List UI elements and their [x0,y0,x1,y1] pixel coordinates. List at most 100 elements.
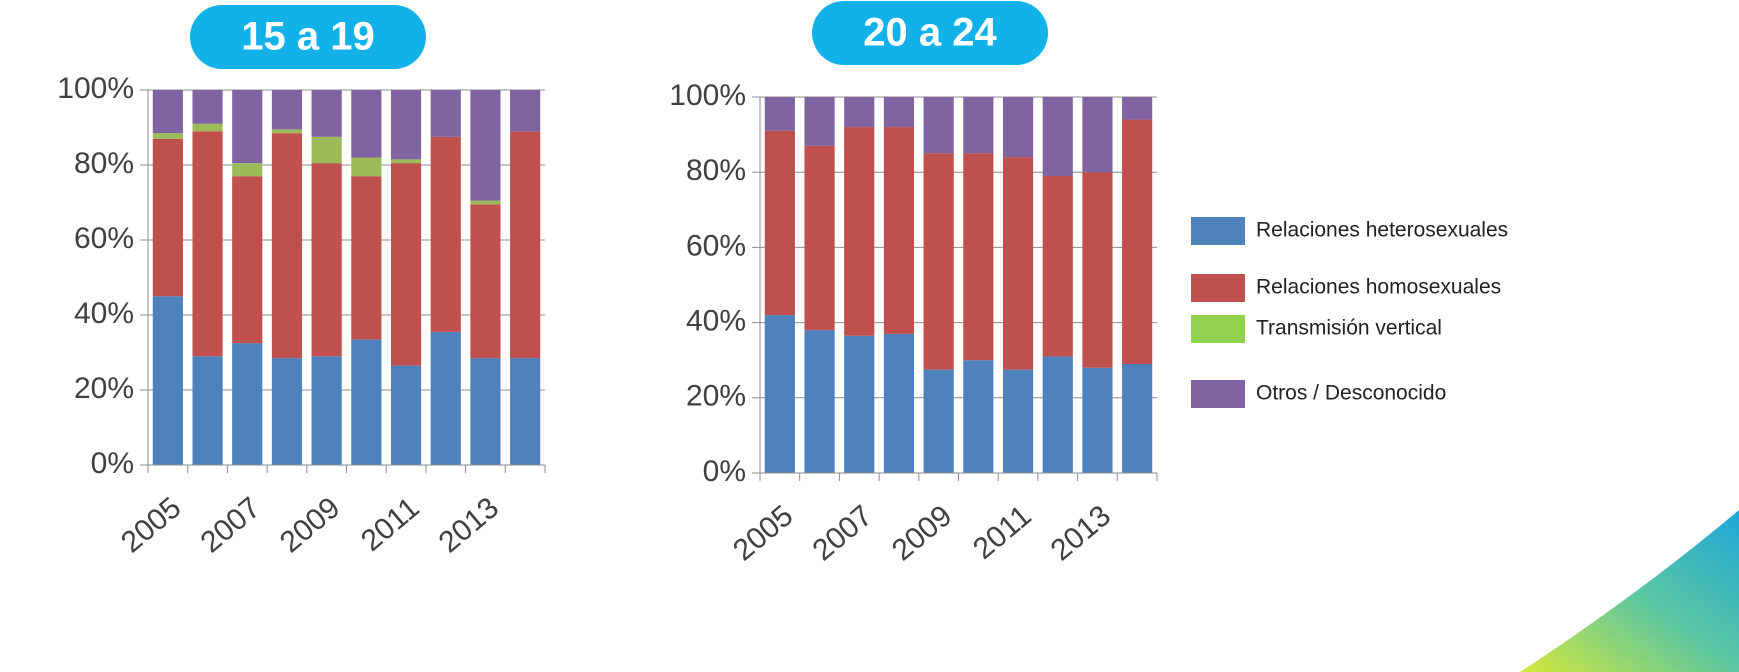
y-tick-label: 0% [703,455,746,488]
bar-segment [1002,369,1034,473]
legend-label: Relaciones heterosexuales [1256,219,1508,242]
bar-segment [470,90,501,201]
y-tick-label: 40% [686,305,746,338]
bar-segment [923,369,954,473]
bar-segment [390,90,422,160]
x-tick-label: 2011 [355,491,426,558]
bar-segment [1002,97,1034,158]
bar-segment [232,163,263,177]
legend-swatch [1191,274,1245,302]
bar-segment [271,358,303,465]
bar-segment [470,204,501,359]
bar-segment [470,200,501,205]
legend-label: Relaciones homosexuales [1256,276,1501,299]
y-tick-label: 100% [57,72,134,105]
y-tick-label: 20% [74,372,134,405]
bar-segment [152,133,183,139]
legend-swatch [1191,380,1245,408]
x-tick-label: 2009 [886,499,958,567]
bar-segment [510,90,541,132]
bar-segment [351,157,382,177]
bar-segment [510,358,541,465]
title-pill [190,5,426,69]
chart-title: 20 a 24 [863,11,997,55]
bar-segment [764,315,795,473]
bar-segment [883,333,915,473]
bar-segment [1042,97,1073,176]
y-tick-label: 60% [686,229,746,262]
bar-segment [311,136,342,164]
bar-segment [430,136,461,332]
bar-segment [844,97,875,128]
y-tick-label: 0% [91,447,134,480]
x-tick-label: 2005 [115,491,187,559]
chart-title: 15 a 19 [241,15,374,59]
bar-segment [390,159,422,164]
bar-segment [311,356,342,465]
bar-segment [1082,172,1113,368]
bar-segment [390,163,422,366]
bar-segment [232,176,263,344]
y-tick-label: 40% [74,297,134,330]
bar-segment [1122,97,1153,120]
legend-label: Otros / Desconocido [1256,382,1446,405]
bar-segment [351,339,382,465]
bar-segment [844,335,875,473]
bar-segment [764,130,795,316]
bar-segment [1002,157,1034,370]
bar-segment [192,356,223,465]
bar-segment [470,358,501,465]
x-tick-label: 2013 [1045,499,1117,567]
y-tick-label: 80% [74,147,134,180]
x-tick-label: 2009 [274,491,346,559]
legend-label: Transmisión vertical [1256,317,1442,340]
bar-segment [430,90,461,137]
legend-swatch [1191,315,1245,343]
bar-segment [271,90,303,130]
x-tick-label: 2007 [194,491,266,559]
bar-segment [430,331,461,465]
bar-segment [804,330,835,473]
bar-segment [232,343,263,465]
bar-segment [883,97,915,128]
bar-segment [510,131,541,359]
bar-segment [351,176,382,340]
bar-segment [271,133,303,359]
y-tick-label: 60% [74,222,134,255]
bar-segment [923,153,954,370]
bar-segment [311,90,342,137]
bar-segment [152,296,183,465]
bar-segment [923,97,954,154]
x-tick-label: 2013 [433,491,505,559]
bar-segment [192,90,223,124]
bar-segment [1042,356,1073,473]
bar-segment [963,360,994,473]
y-tick-label: 20% [686,380,746,413]
bar-segment [1082,97,1113,173]
bar-segment [152,138,183,297]
bar-segment [1122,119,1153,364]
bar-segment [311,163,342,357]
bar-segment [152,90,183,134]
bar-segment [1082,367,1113,473]
bar-segment [804,145,835,331]
bar-segment [963,153,994,361]
title-pill [812,1,1048,65]
y-tick-label: 80% [686,154,746,187]
x-tick-label: 2011 [967,499,1038,566]
bar-segment [764,97,795,131]
bar-segment [232,90,263,164]
decoration [1520,510,1739,672]
bar-segment [271,129,303,134]
bar-segment [1122,363,1153,473]
bar-segment [351,90,382,158]
bar-segment [192,123,223,132]
x-tick-label: 2005 [727,499,799,567]
bar-segment [883,127,915,334]
legend-swatch [1191,217,1245,245]
bar-segment [390,365,422,465]
y-tick-label: 100% [669,79,746,112]
bar-segment [804,97,835,146]
bar-segment [1042,175,1073,357]
